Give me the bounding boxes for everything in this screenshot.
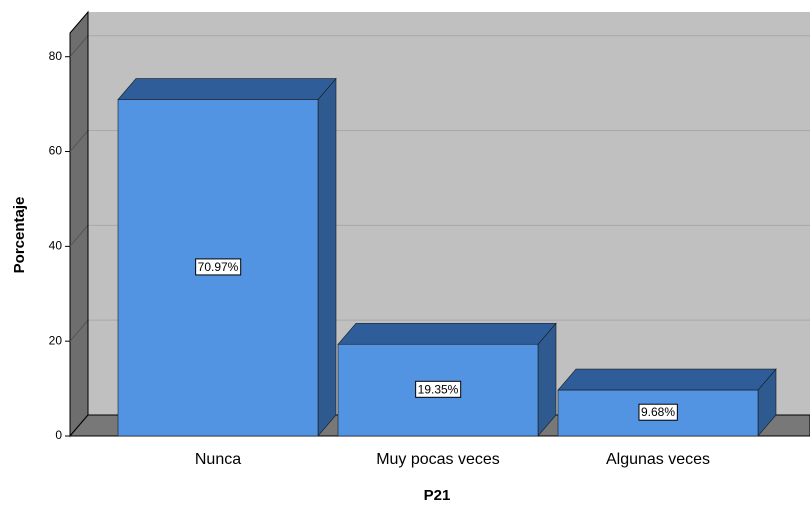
bar-top [557,368,777,391]
y-axis-title: Porcentaje [11,197,28,274]
x-tick-label: Algunas veces [606,451,710,468]
bar-top [337,322,557,345]
y-tick-label: 80 [49,49,63,63]
value-label-box [415,380,462,398]
y-tick-label: 60 [49,144,63,158]
x-axis-title: P21 [424,487,451,504]
grid-line [69,35,89,58]
value-label: 19.35% [415,380,462,398]
value-label-text: 19.35% [418,382,459,396]
x-tick-label: Muy pocas veces [376,451,500,468]
y-tick-label: 20 [49,333,63,347]
value-label: 70.97% [195,258,242,276]
value-label: 9.68% [638,403,678,421]
value-label-text: 9.68% [641,405,675,419]
bar-side [317,77,337,437]
y-tick-label: 0 [55,428,62,442]
bar-top [117,78,337,100]
value-label-box [195,258,242,276]
grid-line [69,319,89,342]
grid-line [69,130,89,152]
side-wall [69,10,89,438]
y-tick-label: 40 [49,239,63,253]
grid-line [69,225,89,247]
x-tick-label: Nunca [195,451,241,468]
value-label-text: 70.97% [198,260,239,274]
value-label-box [638,403,678,421]
